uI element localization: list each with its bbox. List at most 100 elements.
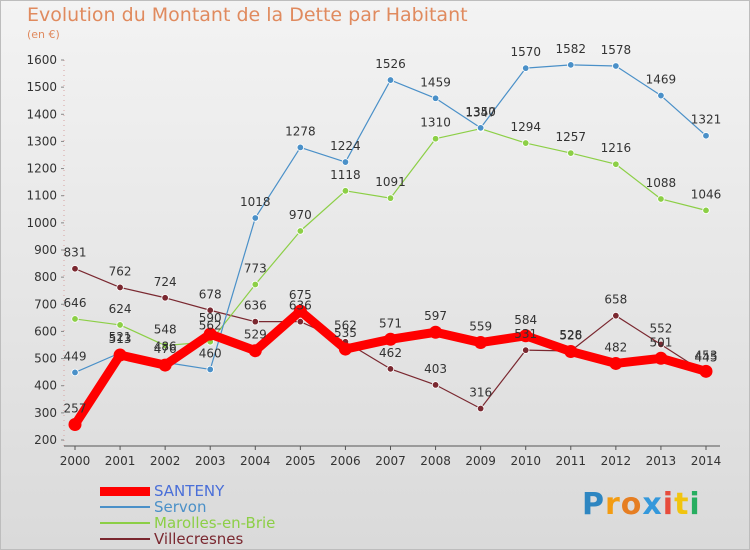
data-point xyxy=(71,368,79,377)
data-point xyxy=(116,283,124,292)
x-tick-label: 2002 xyxy=(150,454,181,468)
data-point xyxy=(429,325,443,339)
legend-label: Villecresnes xyxy=(154,530,244,548)
data-label: 445 xyxy=(695,351,718,365)
data-label: 562 xyxy=(199,319,222,333)
data-label: 403 xyxy=(424,362,447,376)
legend-swatch xyxy=(100,538,150,540)
legend-item: SANTENY xyxy=(100,483,275,499)
chart-title: Evolution du Montant de la Dette par Hab… xyxy=(27,4,468,26)
data-point xyxy=(386,365,395,373)
series-line-marolles-en-brie xyxy=(74,128,707,347)
data-point xyxy=(699,364,713,378)
y-tick-label: 1600 xyxy=(26,53,57,67)
legend-label: Servon xyxy=(154,498,207,516)
data-label: 535 xyxy=(334,326,357,340)
data-point xyxy=(161,294,169,302)
data-point xyxy=(476,124,485,132)
data-point xyxy=(248,344,262,358)
data-point xyxy=(564,345,578,359)
data-point xyxy=(338,342,352,356)
data-point xyxy=(567,149,575,157)
y-tick-label: 1100 xyxy=(26,189,57,203)
data-label: 501 xyxy=(649,335,672,349)
data-point xyxy=(68,418,82,432)
data-label: 486 xyxy=(154,339,177,353)
data-point xyxy=(657,91,665,100)
y-tick-label: 500 xyxy=(34,352,57,366)
data-point xyxy=(341,158,350,166)
data-point xyxy=(206,365,214,374)
logo-letter: i xyxy=(689,487,701,522)
data-label: 559 xyxy=(469,320,492,334)
data-label: 1350 xyxy=(465,105,496,119)
data-label: 462 xyxy=(379,346,402,360)
data-point xyxy=(474,336,488,350)
logo-letter: t xyxy=(674,487,690,522)
logo-letter: r xyxy=(605,487,621,522)
y-tick-label: 900 xyxy=(34,243,57,257)
data-label: 571 xyxy=(379,316,402,330)
logo-letter: o xyxy=(620,487,643,522)
y-tick-label: 1000 xyxy=(26,216,57,230)
data-point xyxy=(522,64,530,72)
data-label: 584 xyxy=(514,313,537,327)
logo-letter: P xyxy=(582,487,605,522)
data-label: 675 xyxy=(289,288,312,302)
data-point xyxy=(386,76,395,84)
data-point xyxy=(251,317,259,326)
data-label: 724 xyxy=(154,275,177,289)
data-label: 1088 xyxy=(646,176,677,190)
y-tick-label: 800 xyxy=(34,270,57,284)
data-point xyxy=(522,346,530,354)
data-label: 1321 xyxy=(691,113,722,127)
x-tick-label: 2012 xyxy=(601,454,632,468)
legend-swatch xyxy=(100,522,150,524)
data-label: 1578 xyxy=(601,43,632,57)
data-label: 636 xyxy=(289,299,312,313)
x-tick-label: 2011 xyxy=(556,454,587,468)
data-label: 1278 xyxy=(285,124,316,138)
data-label: 548 xyxy=(154,323,177,337)
data-label: 528 xyxy=(559,328,582,342)
data-label: 636 xyxy=(244,299,267,313)
data-label: 597 xyxy=(424,309,447,323)
legend-item: Villecresnes xyxy=(100,531,275,547)
data-point xyxy=(251,214,259,222)
data-point xyxy=(654,351,668,365)
data-point xyxy=(293,304,307,318)
data-point xyxy=(612,160,620,168)
data-label: 762 xyxy=(109,264,132,278)
data-label: 1294 xyxy=(510,120,541,134)
data-label: 1310 xyxy=(420,116,451,130)
data-label: 590 xyxy=(199,311,222,325)
x-tick-label: 2001 xyxy=(105,454,136,468)
x-tick-label: 2000 xyxy=(60,454,91,468)
data-label: 624 xyxy=(109,302,132,316)
x-tick-label: 2004 xyxy=(240,454,271,468)
y-tick-label: 700 xyxy=(34,297,57,311)
data-point xyxy=(702,132,710,140)
data-point xyxy=(386,194,395,202)
logo-letter: x xyxy=(642,487,663,522)
data-label: 1459 xyxy=(420,75,451,89)
data-label: 1347 xyxy=(465,106,496,120)
data-point xyxy=(203,327,217,341)
data-label: 1526 xyxy=(375,57,406,71)
data-label: 646 xyxy=(64,296,87,310)
data-point xyxy=(206,306,214,314)
data-label: 476 xyxy=(154,342,177,356)
data-label: 316 xyxy=(469,386,492,400)
data-point xyxy=(116,321,124,329)
x-tick-label: 2003 xyxy=(195,454,226,468)
data-point xyxy=(431,135,440,143)
data-label: 1046 xyxy=(691,187,722,201)
y-tick-label: 200 xyxy=(34,433,57,447)
data-point xyxy=(609,356,623,370)
data-point xyxy=(431,94,440,102)
data-label: 1570 xyxy=(510,45,541,59)
legend-swatch xyxy=(100,486,150,496)
data-label: 658 xyxy=(604,293,627,307)
data-label: 1118 xyxy=(330,168,361,182)
